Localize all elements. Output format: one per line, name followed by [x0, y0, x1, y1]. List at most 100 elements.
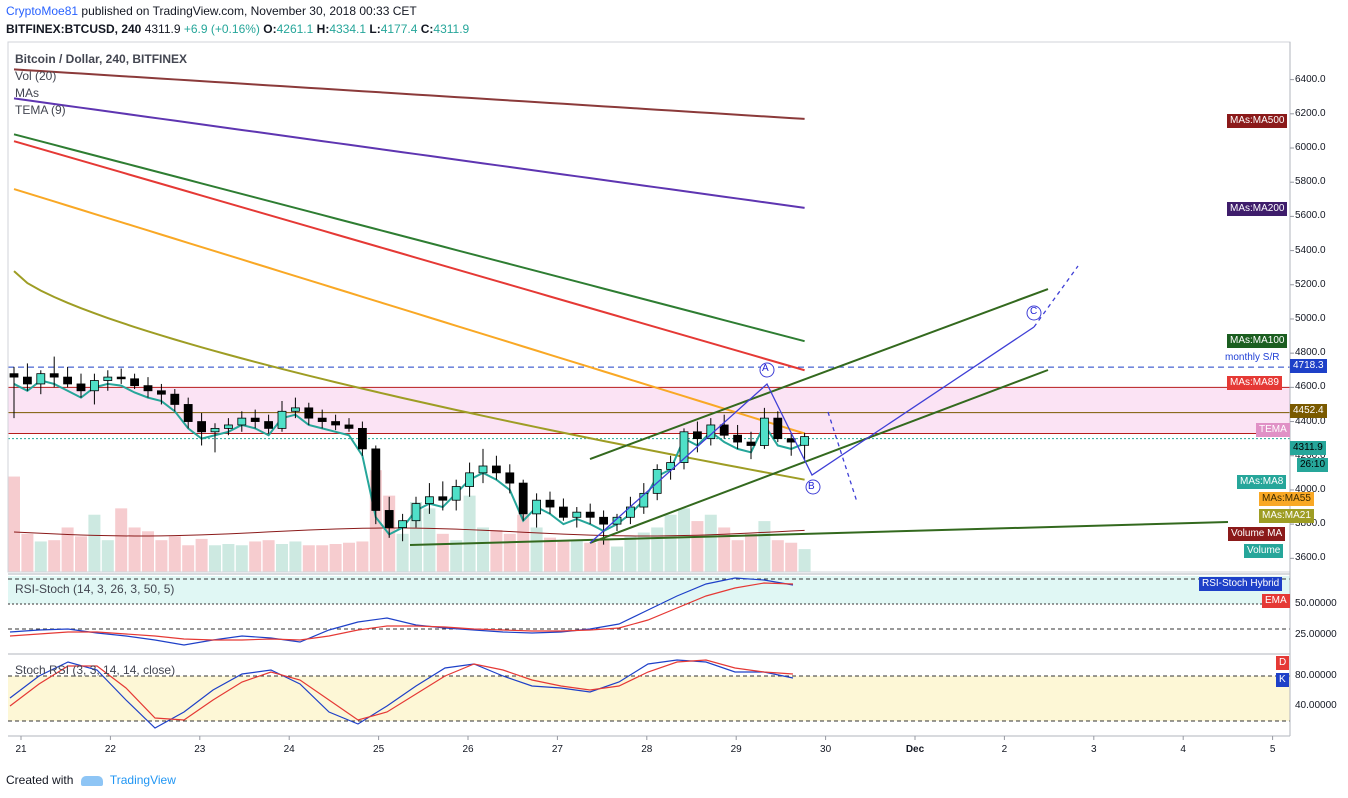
price-change: +6.9 (+0.16%)	[183, 22, 260, 36]
candle-body	[344, 424, 354, 429]
volume-bar	[115, 508, 128, 572]
candle-body	[585, 511, 595, 518]
high-label: H:	[316, 22, 330, 36]
volume-bar	[48, 540, 61, 572]
candle-body	[250, 417, 260, 422]
candle-body	[277, 410, 287, 429]
candle-body	[491, 465, 501, 474]
volume-ma-label: Volume MA	[1228, 527, 1286, 541]
volume-bar	[745, 533, 757, 572]
stoch-zone	[8, 676, 1290, 721]
symbol-label: BITFINEX:BTCUSD, 240	[6, 22, 142, 36]
candle-body	[384, 510, 394, 528]
tema-label: TEMA	[1256, 423, 1290, 437]
candle-body	[679, 431, 689, 463]
candles	[9, 356, 809, 545]
stoch-tick: 40.00000	[1295, 700, 1337, 711]
time-tick: Dec	[905, 744, 925, 755]
footer-brand[interactable]: TradingView	[109, 773, 176, 787]
low-value: 4177.4	[380, 22, 418, 36]
legend-tema[interactable]: TEMA (9)	[15, 103, 66, 117]
volume-bar	[61, 527, 74, 572]
candle-body	[49, 373, 59, 378]
level-4452-label: 4452.4	[1290, 404, 1327, 418]
price-tick: 3600.0	[1295, 552, 1326, 564]
candle-body	[371, 448, 381, 511]
candle-body	[451, 486, 461, 501]
time-tick: 5	[1269, 744, 1276, 755]
price-tick: 5400.0	[1295, 244, 1326, 256]
candle-body	[800, 436, 809, 446]
published-text: published on TradingView.com, November 3…	[81, 4, 417, 18]
author-link[interactable]: CryptoMoe81	[6, 4, 79, 18]
candle-body	[545, 499, 555, 508]
volume-bar	[209, 545, 221, 572]
time-tick: 3	[1091, 744, 1097, 755]
volume-bar	[396, 533, 409, 572]
volume-bar	[262, 540, 275, 572]
countdown-label: 26:10	[1297, 458, 1329, 472]
time-tick: 28	[641, 744, 653, 755]
wave-path	[589, 326, 1035, 544]
price-tick: 4800.0	[1295, 347, 1326, 359]
legend-vol[interactable]: Vol (20)	[15, 69, 57, 83]
sub-panels	[8, 576, 1290, 729]
price-tick: 6400.0	[1295, 73, 1326, 85]
ma200-label: MAs:MA200	[1227, 202, 1288, 216]
candle-body	[331, 421, 341, 426]
legend-stoch-rsi[interactable]: Stoch RSI (3, 3, 14, 14, close)	[15, 663, 176, 677]
volume-bar	[329, 544, 342, 572]
volume-bar	[21, 533, 34, 572]
ma55-label: MAs:MA55	[1259, 492, 1314, 506]
volume-bar	[168, 536, 181, 572]
stoch-tick: 80.00000	[1295, 670, 1337, 681]
rsi-overbought-zone	[8, 576, 1290, 604]
chart-title: Bitcoin / Dollar, 240, BITFINEX	[15, 52, 188, 66]
candle-body	[693, 431, 702, 440]
candle-body	[264, 421, 274, 429]
volume-bar	[517, 514, 530, 572]
time-tick: 24	[283, 744, 295, 755]
volume-bar	[664, 514, 677, 572]
stoch-k-line	[9, 659, 794, 729]
ma500-label: MAs:MA500	[1227, 114, 1288, 128]
volume-bar	[557, 541, 570, 572]
time-tick: 27	[551, 744, 563, 755]
price-tick: 6000.0	[1295, 142, 1326, 153]
candle-body	[438, 496, 448, 501]
last-price: 4311.9	[144, 22, 181, 36]
volume-bar	[222, 544, 235, 572]
time-tick: 22	[104, 744, 116, 755]
ma-line-ma55	[13, 188, 805, 435]
volume-bar	[597, 538, 610, 572]
wave-marker	[1026, 305, 1042, 321]
publish-line: CryptoMoe81 published on TradingView.com…	[6, 4, 417, 18]
candle-body	[505, 472, 515, 484]
candle-body	[210, 427, 220, 433]
rsi-tick: 25.00000	[1295, 629, 1337, 640]
legend-rsi-stoch[interactable]: RSI-Stoch (14, 3, 26, 3, 50, 5)	[15, 582, 175, 596]
volume-bar	[584, 542, 597, 572]
candle-body	[90, 380, 99, 392]
candle-body	[9, 373, 19, 378]
high-value: 4334.1	[329, 22, 367, 36]
low-label: L:	[369, 22, 381, 36]
support-line	[409, 521, 1229, 546]
volume-bar	[771, 540, 784, 572]
volume-bar	[289, 541, 302, 572]
legend-mas[interactable]: MAs	[15, 86, 39, 100]
rsi-ema-line	[9, 582, 794, 641]
price-tick: 4600.0	[1295, 381, 1326, 393]
price-tick: 3800.0	[1295, 518, 1326, 530]
volume-bar	[798, 549, 811, 572]
volume-bar	[570, 540, 583, 572]
close-value: 4311.9	[433, 22, 470, 36]
ma100-label: MAs:MA100	[1227, 334, 1288, 348]
volume-bar	[758, 521, 771, 572]
volume-bar	[195, 538, 208, 572]
volume-bar	[34, 541, 47, 572]
candle-body	[760, 417, 769, 446]
moving-averages	[13, 68, 805, 536]
volume-bar	[302, 545, 315, 572]
